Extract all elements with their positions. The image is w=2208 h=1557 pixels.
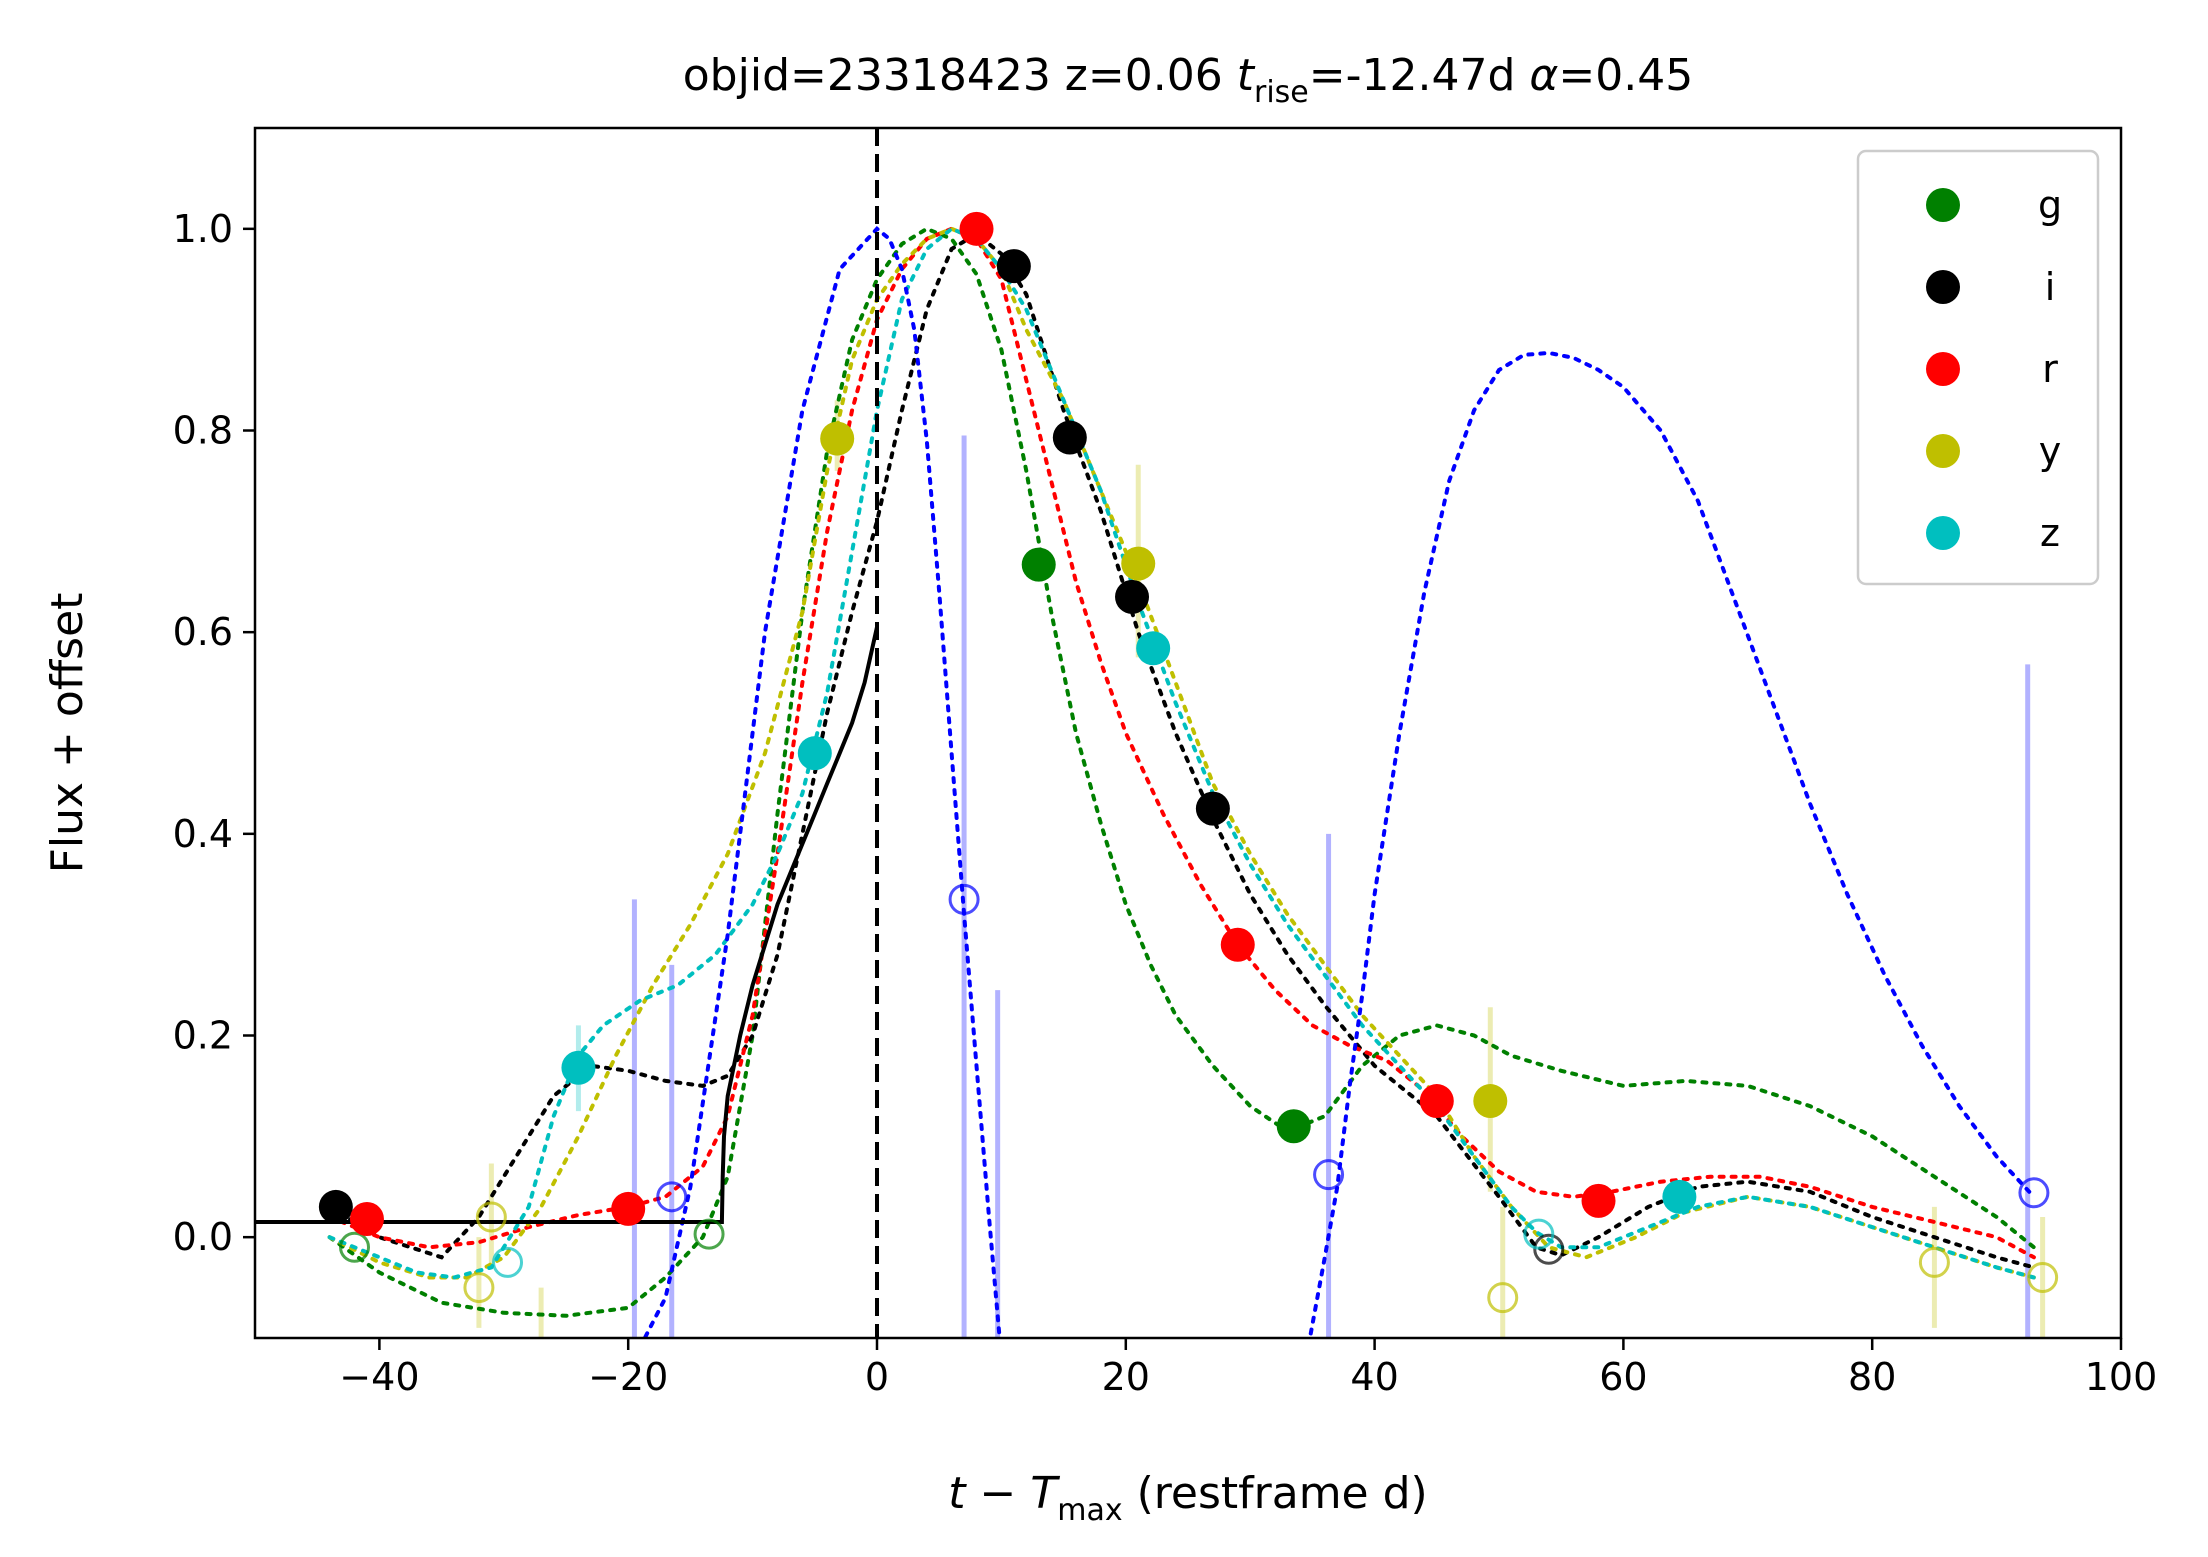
curve-r bbox=[327, 226, 2036, 1260]
x-axis-label: t − Tmax (restframe d) bbox=[948, 1468, 1427, 1528]
y-tick-label: 0.4 bbox=[173, 812, 233, 856]
detection-point-z bbox=[1662, 1179, 1697, 1214]
curve-unlabeled bbox=[642, 226, 2036, 1338]
legend-marker-y bbox=[1926, 434, 1960, 468]
nondetection-point-y bbox=[463, 1272, 495, 1304]
detection-point-r bbox=[611, 1191, 646, 1226]
model-layer bbox=[255, 626, 879, 1224]
curve-z bbox=[327, 226, 2036, 1280]
detection-point-i bbox=[318, 1189, 353, 1224]
curve-g bbox=[327, 226, 2036, 1318]
x-tick-label: −20 bbox=[588, 1355, 668, 1399]
legend-label-i: i bbox=[2045, 265, 2056, 309]
y-axis-ticks: 0.0 0.2 0.4 0.6 0.8 1.0 bbox=[173, 207, 255, 1259]
detection-point-z bbox=[797, 736, 832, 771]
legend-marker-g bbox=[1926, 188, 1960, 222]
detection-point-z bbox=[561, 1050, 596, 1085]
y-tick-label: 0.2 bbox=[173, 1014, 233, 1058]
curve-y bbox=[327, 226, 2036, 1280]
curves-layer bbox=[327, 226, 2036, 1338]
nondetection-point-y bbox=[1487, 1282, 1519, 1314]
axes-frame bbox=[253, 126, 2123, 1340]
x-tick-label: 60 bbox=[1599, 1355, 1647, 1399]
legend-label-y: y bbox=[2039, 429, 2062, 473]
nondetection-point-unlabeled bbox=[656, 1181, 688, 1213]
detection-point-i bbox=[996, 249, 1031, 284]
chart-title: objid=23318423 z=0.06 trise=-12.47d α=0.… bbox=[683, 50, 1693, 110]
nondetection-point-unlabeled bbox=[1313, 1159, 1345, 1191]
nondetection-point-g bbox=[693, 1218, 725, 1250]
x-tick-label: −40 bbox=[339, 1355, 419, 1399]
plot-area bbox=[255, 128, 2059, 1338]
nondetection-point-unlabeled bbox=[2018, 1177, 2050, 1209]
nondetection-point-i bbox=[1533, 1233, 1565, 1265]
detection-point-r bbox=[1581, 1183, 1616, 1218]
points-layer bbox=[318, 211, 2059, 1314]
detection-point-z bbox=[1136, 631, 1171, 666]
y-tick-label: 0.0 bbox=[173, 1215, 233, 1259]
curve-i bbox=[327, 231, 2036, 1270]
legend-label-r: r bbox=[2042, 347, 2058, 391]
x-tick-label: 100 bbox=[2085, 1355, 2158, 1399]
nondetection-point-y bbox=[1918, 1246, 1950, 1278]
nondetection-point-g bbox=[339, 1231, 371, 1263]
legend-box bbox=[1856, 149, 2100, 586]
x-tick-label: 0 bbox=[865, 1355, 889, 1399]
y-tick-label: 1.0 bbox=[173, 207, 233, 251]
model-fit-curve bbox=[255, 626, 879, 1224]
x-tick-label: 40 bbox=[1350, 1355, 1398, 1399]
detection-point-i bbox=[1052, 420, 1087, 455]
detection-point-g bbox=[1021, 547, 1056, 582]
detection-point-y bbox=[1473, 1084, 1508, 1119]
legend-marker-i bbox=[1926, 270, 1960, 304]
detection-point-y bbox=[820, 421, 855, 456]
nondetection-point-y bbox=[2027, 1262, 2059, 1293]
nondetection-point-z bbox=[492, 1246, 524, 1278]
x-axis-ticks: −40 −20 0 20 40 60 80 100 bbox=[339, 1338, 2157, 1399]
detection-point-i bbox=[1195, 791, 1230, 826]
nondetection-point-y bbox=[475, 1201, 507, 1233]
x-tick-label: 80 bbox=[1848, 1355, 1896, 1399]
legend-label-g: g bbox=[2038, 183, 2062, 227]
detection-point-r bbox=[349, 1202, 384, 1237]
nondetection-point-z bbox=[1523, 1218, 1555, 1250]
nondetection-point-unlabeled bbox=[948, 883, 980, 915]
detection-point-r bbox=[1419, 1084, 1454, 1119]
legend-label-z: z bbox=[2040, 511, 2060, 555]
detection-point-r bbox=[1220, 927, 1255, 962]
detection-point-r bbox=[959, 211, 994, 246]
detection-point-y bbox=[1121, 546, 1156, 581]
detection-point-i bbox=[1115, 579, 1150, 614]
detection-point-g bbox=[1276, 1109, 1311, 1144]
x-tick-label: 20 bbox=[1102, 1355, 1150, 1399]
y-tick-label: 0.6 bbox=[173, 610, 233, 654]
legend-marker-r bbox=[1926, 352, 1960, 386]
y-tick-label: 0.8 bbox=[173, 409, 233, 453]
legend-marker-z bbox=[1926, 516, 1960, 550]
y-axis-label: Flux + offset bbox=[42, 593, 93, 874]
errorbars-layer bbox=[476, 400, 2046, 1338]
